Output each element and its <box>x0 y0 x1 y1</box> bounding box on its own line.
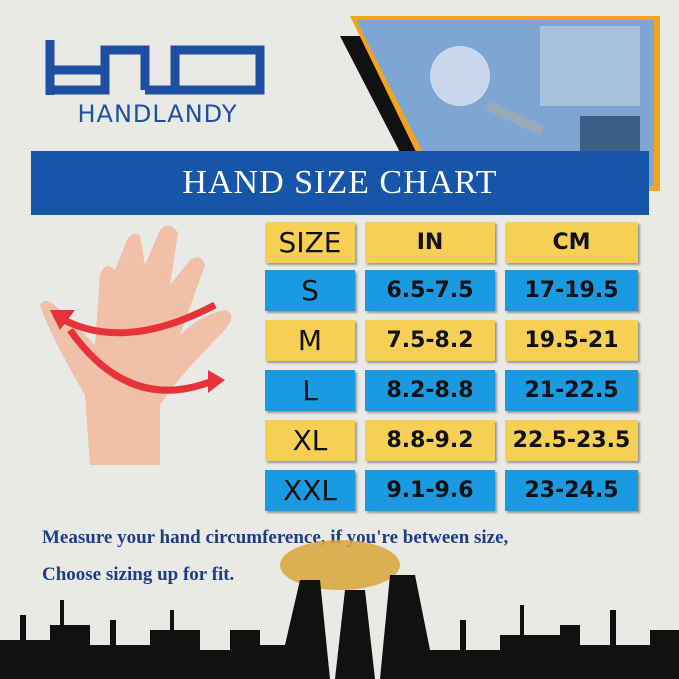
table-cell: 21-22.5 <box>505 370 638 411</box>
table-cell: L <box>265 370 355 411</box>
table-cell: 6.5-7.5 <box>365 270 495 311</box>
header-cell: CM <box>505 222 638 263</box>
table-cell: M <box>265 320 355 361</box>
table-cell: 19.5-21 <box>505 320 638 361</box>
header-cell: SIZE <box>265 222 355 263</box>
table-cell: 17-19.5 <box>505 270 638 311</box>
hand-measure-icon <box>40 225 232 465</box>
table-cell: 23-24.5 <box>505 470 638 511</box>
mechanic-photo <box>340 16 660 191</box>
table-cell: 9.1-9.6 <box>365 470 495 511</box>
header-cell: IN <box>365 222 495 263</box>
table-cell: 8.2-8.8 <box>365 370 495 411</box>
note-line-2: Choose sizing up for fit. <box>42 564 235 585</box>
page-title: HAND SIZE CHART <box>31 151 649 215</box>
logo-icon <box>45 40 265 95</box>
note-line-1: Measure your hand circumference, if you'… <box>42 527 509 548</box>
table-cell: 7.5-8.2 <box>365 320 495 361</box>
table-cell: S <box>265 270 355 311</box>
table-cell: 22.5-23.5 <box>505 420 638 461</box>
table-cell: XL <box>265 420 355 461</box>
factory-skyline <box>0 540 679 679</box>
table-cell: 8.8-9.2 <box>365 420 495 461</box>
table-cell: XXL <box>265 470 355 511</box>
brand-name: HANDLANDY <box>77 100 238 128</box>
